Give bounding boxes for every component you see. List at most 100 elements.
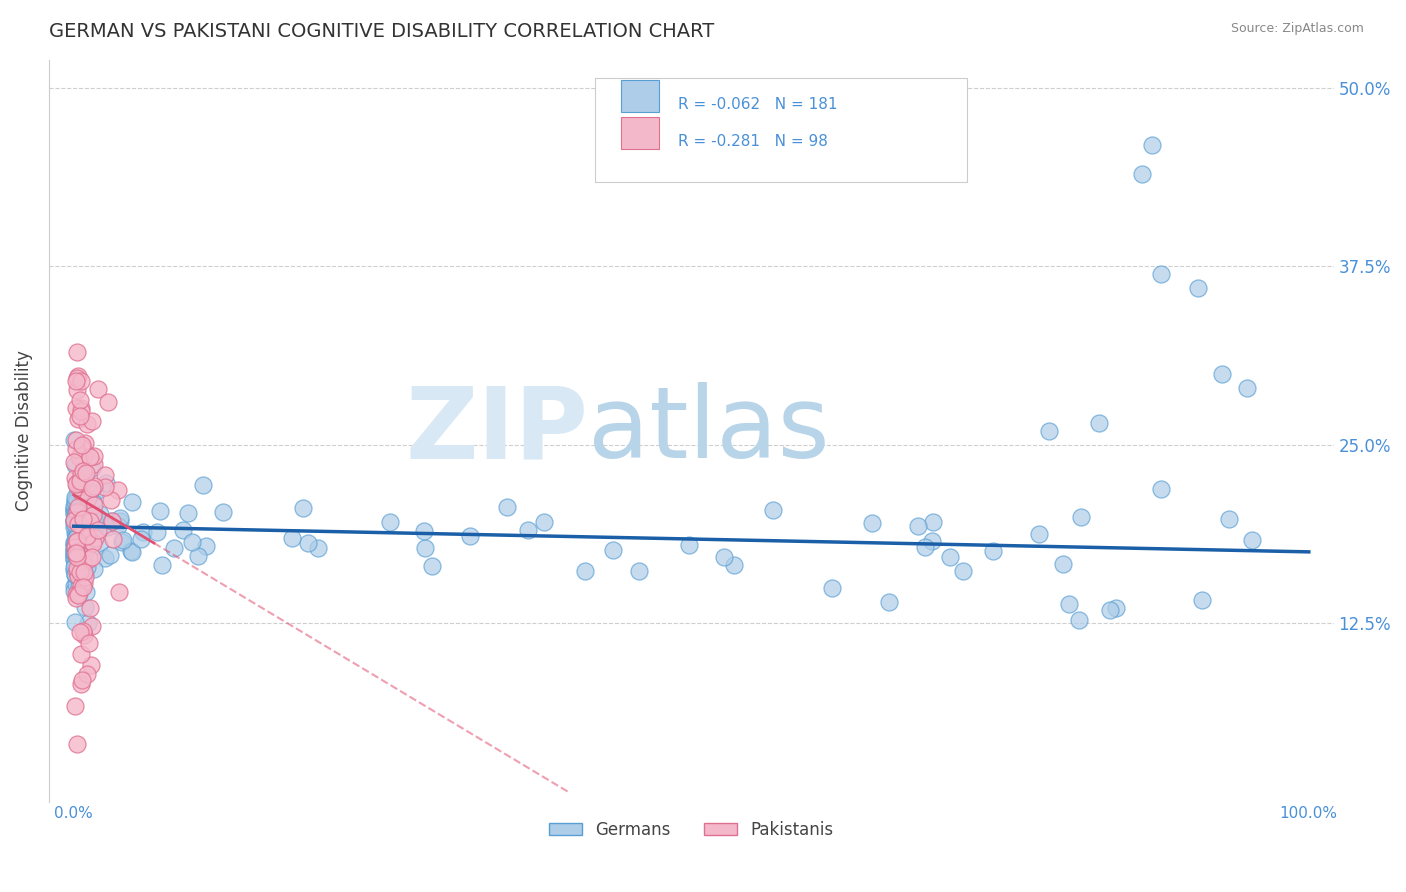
- Point: [66, 550, 89, 565]
- Point: [70, 558, 93, 573]
- Point: [72, 580, 94, 594]
- Point: [66, 541, 89, 556]
- Point: [415, 541, 437, 555]
- FancyBboxPatch shape: [595, 78, 967, 182]
- Point: [292, 501, 315, 516]
- Point: [75, 435, 97, 450]
- Point: [195, 539, 218, 553]
- Point: [67, 580, 90, 594]
- Point: [72, 628, 94, 642]
- Point: [65, 534, 87, 549]
- Point: [1140, 138, 1163, 153]
- Point: [89, 515, 111, 529]
- Point: [70, 374, 93, 388]
- Point: [63, 535, 86, 549]
- Point: [94, 481, 117, 495]
- Point: [83, 457, 105, 471]
- Point: [63, 538, 86, 552]
- Point: [67, 522, 90, 536]
- Point: [939, 549, 962, 564]
- Point: [69, 474, 91, 488]
- Point: [84, 531, 107, 545]
- Point: [76, 529, 98, 543]
- Point: [65, 524, 87, 538]
- Point: [96, 520, 118, 534]
- Point: [72, 450, 94, 464]
- Point: [65, 546, 87, 560]
- Point: [63, 471, 86, 485]
- Point: [1088, 417, 1111, 431]
- Point: [65, 531, 87, 545]
- Point: [533, 516, 555, 530]
- Point: [63, 537, 86, 551]
- Point: [73, 569, 96, 583]
- Point: [66, 548, 89, 562]
- Point: [67, 569, 90, 583]
- Point: [66, 345, 89, 359]
- Point: [191, 477, 214, 491]
- Point: [1038, 424, 1060, 438]
- Point: [66, 369, 89, 384]
- Point: [66, 533, 89, 548]
- Point: [63, 509, 86, 524]
- Point: [69, 449, 91, 463]
- Point: [66, 516, 89, 531]
- Point: [63, 520, 86, 534]
- Point: [66, 568, 89, 582]
- Point: [72, 491, 94, 505]
- Point: [63, 583, 86, 598]
- Point: [1130, 167, 1153, 181]
- Point: [1149, 267, 1171, 281]
- Point: [66, 542, 89, 557]
- Point: [66, 543, 89, 558]
- Point: [63, 615, 86, 630]
- Point: [69, 625, 91, 640]
- Point: [180, 535, 202, 549]
- Point: [69, 404, 91, 418]
- Point: [378, 515, 401, 529]
- Point: [72, 522, 94, 536]
- Point: [87, 524, 110, 538]
- Point: [65, 587, 87, 601]
- Text: ZIP: ZIP: [405, 382, 589, 479]
- Point: [94, 468, 117, 483]
- Point: [66, 505, 89, 519]
- Point: [163, 541, 186, 555]
- Point: [70, 401, 93, 415]
- Point: [70, 574, 93, 589]
- Point: [82, 481, 104, 495]
- Point: [67, 532, 90, 546]
- Point: [83, 562, 105, 576]
- Point: [79, 514, 101, 528]
- Point: [458, 529, 481, 543]
- Point: [80, 536, 103, 550]
- Point: [65, 591, 87, 605]
- Point: [66, 383, 89, 397]
- Point: [83, 478, 105, 492]
- Point: [108, 514, 131, 528]
- Point: [62, 559, 84, 574]
- Point: [77, 513, 100, 527]
- Point: [66, 503, 89, 517]
- Point: [79, 484, 101, 499]
- Point: [76, 523, 98, 537]
- Point: [72, 512, 94, 526]
- Point: [94, 476, 117, 491]
- Point: [63, 525, 86, 540]
- Point: [70, 501, 93, 516]
- Point: [67, 525, 90, 540]
- Point: [62, 502, 84, 516]
- Point: [67, 586, 90, 600]
- Point: [65, 401, 87, 416]
- Point: [65, 545, 87, 559]
- Point: [723, 558, 745, 573]
- Point: [65, 434, 87, 448]
- Point: [70, 676, 93, 690]
- Point: [111, 535, 134, 549]
- Point: [297, 536, 319, 550]
- Point: [628, 564, 651, 578]
- Point: [72, 462, 94, 476]
- Point: [76, 560, 98, 574]
- Point: [83, 512, 105, 526]
- Point: [1218, 512, 1240, 526]
